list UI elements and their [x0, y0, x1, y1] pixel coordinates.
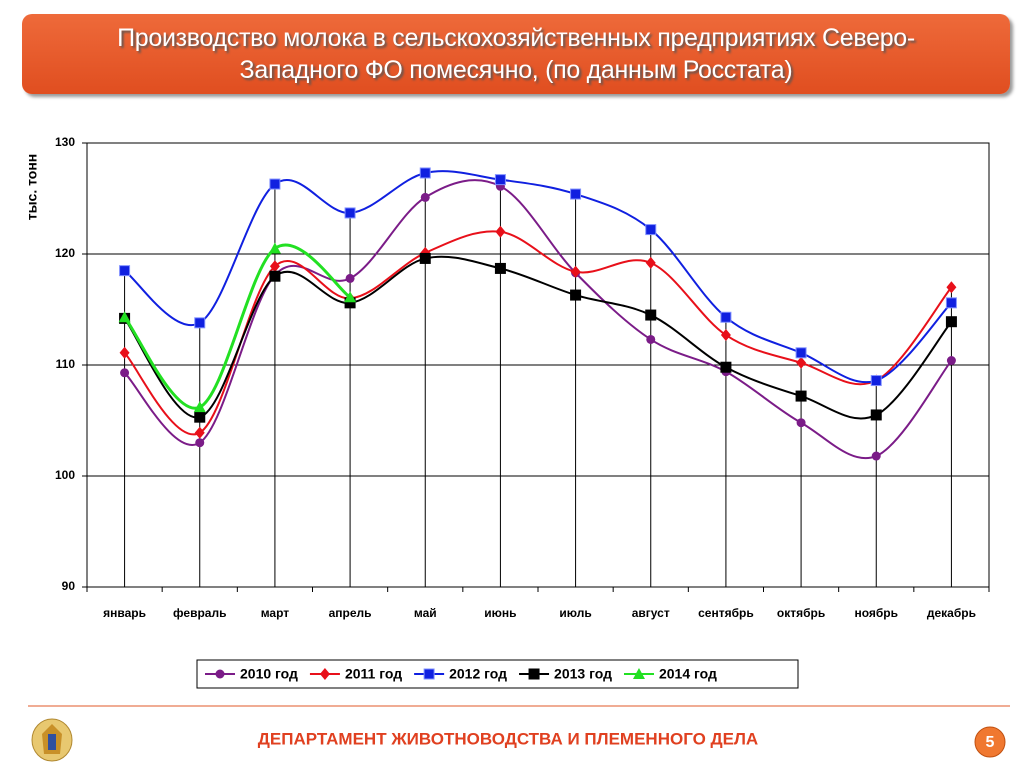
x-tick-label: январь	[103, 606, 146, 620]
x-tick-label: февраль	[173, 606, 226, 620]
marker	[420, 192, 430, 202]
series-line	[123, 255, 953, 420]
marker	[194, 411, 206, 423]
marker	[120, 368, 130, 378]
marker	[344, 291, 357, 303]
title-banner: Производство молока в сельскохозяйственн…	[22, 14, 1010, 94]
x-tick-label: октябрь	[777, 606, 825, 620]
marker	[795, 390, 807, 402]
marker	[119, 346, 130, 359]
marker	[528, 668, 540, 680]
marker	[119, 265, 131, 277]
y-tick-label: 100	[55, 468, 75, 482]
marker	[946, 281, 957, 294]
logo	[31, 718, 73, 762]
marker	[646, 334, 656, 344]
marker	[720, 311, 732, 323]
y-tick-label: 120	[55, 246, 75, 260]
y-axis-label: тыс. тонн	[24, 154, 40, 221]
marker	[345, 273, 355, 283]
marker	[871, 451, 881, 461]
marker	[494, 174, 506, 186]
marker	[570, 188, 582, 200]
marker	[494, 262, 506, 274]
y-tick-label: 130	[55, 135, 75, 149]
legend-label: 2010 год	[240, 666, 298, 682]
y-tick-label: 110	[56, 357, 76, 371]
x-tick-label: декабрь	[927, 606, 976, 620]
marker	[193, 401, 206, 413]
marker	[720, 361, 732, 373]
marker	[570, 265, 581, 278]
series-line	[123, 170, 953, 384]
x-tick-label: июль	[559, 606, 591, 620]
x-tick-label: ноябрь	[854, 606, 898, 620]
series-line	[123, 179, 953, 459]
page-number: 5	[986, 734, 995, 751]
marker	[419, 167, 431, 179]
marker	[269, 260, 280, 273]
page-badge	[974, 726, 1006, 758]
series-line	[123, 243, 352, 410]
marker	[269, 178, 281, 190]
marker	[194, 426, 205, 439]
legend-label: 2011 год	[345, 666, 402, 682]
y-tick-label: 90	[62, 579, 76, 593]
marker	[645, 224, 657, 236]
marker	[720, 329, 731, 342]
marker	[194, 317, 206, 329]
marker	[344, 207, 356, 219]
series	[118, 242, 357, 413]
footer-text: ДЕПАРТАМЕНТ ЖИВОТНОВОДСТВА И ПЛЕМЕННОГО …	[258, 729, 758, 748]
marker	[645, 309, 657, 321]
marker	[319, 668, 330, 680]
series	[119, 167, 957, 387]
legend-label: 2013 год	[554, 666, 612, 682]
x-tick-label: март	[261, 606, 290, 620]
marker	[870, 375, 882, 387]
marker	[645, 256, 656, 269]
marker	[632, 668, 645, 679]
marker	[419, 252, 431, 264]
title: Производство молока в сельскохозяйственн…	[117, 24, 915, 84]
marker	[570, 289, 582, 301]
marker	[946, 356, 956, 366]
x-tick-label: август	[632, 606, 670, 620]
marker	[215, 669, 225, 679]
x-tick-label: июнь	[484, 606, 516, 620]
marker	[945, 316, 957, 328]
marker	[423, 668, 435, 680]
marker	[195, 438, 205, 448]
marker	[269, 270, 281, 282]
marker	[495, 225, 506, 238]
marker	[796, 418, 806, 428]
marker	[795, 347, 807, 359]
marker	[796, 356, 807, 369]
marker	[870, 409, 882, 421]
marker	[420, 246, 431, 259]
legend-label: 2012 год	[449, 666, 507, 682]
marker	[268, 242, 281, 254]
x-tick-label: сентябрь	[698, 606, 754, 620]
x-tick-label: апрель	[329, 606, 372, 620]
legend-label: 2014 год	[659, 666, 717, 682]
x-tick-label: май	[414, 606, 437, 620]
legend-box	[196, 659, 799, 689]
marker	[945, 297, 957, 309]
marker	[118, 311, 131, 323]
